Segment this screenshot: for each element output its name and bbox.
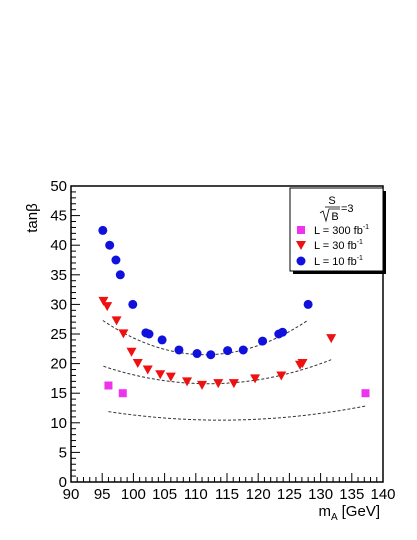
- data-point-square: [104, 381, 113, 390]
- data-point-triangle: [326, 334, 337, 344]
- y-tick-label: 35: [50, 267, 67, 284]
- legend: S B =3 L = 300 fb-1 L = 30 fb-1 L = 10 f…: [289, 187, 386, 274]
- y-tick-label: 30: [50, 296, 67, 313]
- data-markers: [98, 225, 370, 398]
- x-tick-label: 100: [121, 486, 146, 503]
- data-point-triangle: [142, 365, 153, 375]
- data-point-triangle: [132, 359, 143, 369]
- data-point-square: [361, 389, 370, 398]
- x-tick-label: 90: [63, 486, 80, 503]
- data-point-triangle: [102, 302, 113, 312]
- legend-label-30: L = 30 fb-1: [314, 239, 363, 252]
- data-point-triangle: [111, 316, 122, 326]
- y-tick-label: 15: [50, 385, 67, 402]
- legend-label-10: L = 10 fb-1: [314, 255, 363, 268]
- x-tick-label: 130: [308, 486, 333, 503]
- legend-marker-square: [297, 226, 305, 234]
- data-point-circle: [98, 225, 108, 235]
- y-tick-label: 45: [50, 208, 67, 225]
- data-point-circle: [157, 335, 167, 345]
- data-point-triangle: [118, 329, 129, 339]
- data-point-triangle: [213, 379, 224, 389]
- x-tick-label: 110: [184, 486, 208, 503]
- data-point-circle: [223, 346, 233, 356]
- data-point-triangle: [228, 379, 239, 389]
- data-point-square: [118, 389, 127, 398]
- legend-header: S B =3: [319, 195, 354, 223]
- legend-header-denominator: B: [331, 211, 338, 223]
- data-point-circle: [144, 329, 154, 339]
- data-point-triangle: [165, 372, 176, 382]
- data-point-circle: [206, 350, 216, 360]
- x-tick-label: 135: [339, 486, 364, 503]
- legend-marker-triangle: [296, 241, 306, 250]
- data-point-circle: [192, 349, 202, 359]
- data-point-circle: [258, 336, 268, 346]
- data-point-circle: [174, 345, 184, 355]
- data-point-triangle: [197, 380, 208, 390]
- x-axis: 90 95 100 105 110 115 120 125 130 135 140: [63, 473, 396, 503]
- x-tick-label: 120: [246, 486, 271, 503]
- y-tick-label: 10: [50, 415, 67, 432]
- data-point-circle: [303, 299, 313, 309]
- data-point-triangle: [297, 359, 308, 369]
- legend-header-equals: =3: [341, 203, 354, 215]
- data-point-circle: [128, 299, 138, 309]
- y-tick-label: 25: [50, 326, 67, 343]
- y-tick-label: 5: [59, 444, 67, 461]
- legend-header-numerator: S: [328, 195, 335, 207]
- data-point-triangle: [155, 370, 166, 380]
- data-point-triangle: [126, 347, 137, 357]
- data-point-triangle: [250, 374, 261, 384]
- x-axis-title-sub: A: [331, 512, 338, 523]
- y-axis-title: tanβ: [24, 203, 41, 233]
- data-point-circle: [115, 270, 125, 280]
- y-tick-label: 0: [59, 474, 67, 491]
- y-tick-label: 40: [50, 237, 67, 254]
- legend-marker-circle: [296, 256, 306, 266]
- data-point-circle: [238, 345, 248, 355]
- data-point-circle: [278, 327, 288, 337]
- x-tick-label: 140: [370, 486, 395, 503]
- y-axis: 0 5 10 15 20 25 30 35 40 45 50: [50, 178, 80, 491]
- data-point-circle: [105, 240, 115, 250]
- legend-box: [289, 187, 384, 272]
- data-point-triangle: [276, 371, 287, 381]
- data-point-circle: [111, 255, 121, 265]
- data-point-triangle: [98, 296, 109, 306]
- y-tick-label: 20: [50, 356, 67, 373]
- x-axis-title-unit: [GeV]: [342, 503, 380, 520]
- x-axis-title-main: m: [318, 503, 331, 520]
- legend-header-sqrt-sign: [319, 208, 340, 223]
- x-tick-label: 125: [277, 486, 302, 503]
- x-tick-label: 105: [152, 486, 177, 503]
- x-axis-title: mA [GeV]: [318, 503, 380, 523]
- x-tick-label: 95: [94, 486, 111, 503]
- x-tick-label: 115: [215, 486, 239, 503]
- y-tick-label: 50: [50, 178, 67, 195]
- legend-label-300: L = 300 fb-1: [314, 224, 369, 237]
- fit-curve-2: [102, 319, 309, 356]
- data-point-triangle: [182, 377, 193, 387]
